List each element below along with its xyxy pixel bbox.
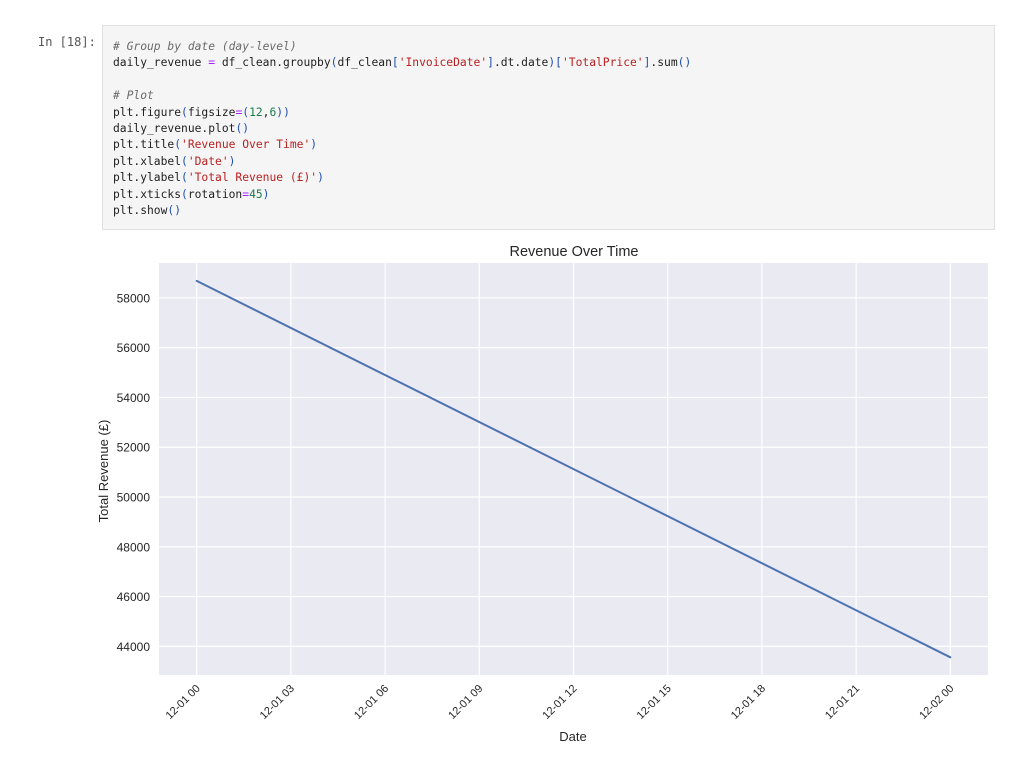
x-tick-label: 12-01 03 (258, 683, 297, 722)
code-token: () (235, 122, 249, 135)
code-token: ) (317, 171, 324, 184)
code-token: df_clean.groupby (215, 56, 331, 69)
code-token: plt.show (113, 204, 167, 217)
line-chart: 44000 46000 48000 50000 52000 54000 56000 58000… (0, 236, 1014, 765)
code-line: plt.ylabel('Total Revenue (£)') (113, 170, 691, 186)
code-token: .dt.date (494, 56, 548, 69)
code-token: ) (310, 138, 317, 151)
code-token: () (167, 204, 181, 217)
x-tick-label: 12-01 06 (352, 683, 391, 722)
code-token: )) (276, 106, 290, 119)
code-line: # Plot (113, 88, 691, 104)
code-token: # Group by date (day-level) (113, 40, 297, 53)
code-line: daily_revenue = df_clean.groupby(df_clea… (113, 55, 691, 71)
code-line: plt.xticks(rotation=45) (113, 187, 691, 203)
code-line: daily_revenue.plot() (113, 121, 691, 137)
y-tick-label: 50000 (117, 491, 151, 505)
x-tick-labels: 12-01 00 12-01 03 12-01 06 12-01 09 12-01 12… (164, 683, 957, 722)
x-tick-label: 12-01 18 (729, 683, 768, 722)
code-token: 'Revenue Over Time' (181, 138, 310, 151)
code-cell[interactable]: # Group by date (day-level) daily_revenue… (102, 25, 995, 230)
y-tick-labels: 44000 46000 48000 50000 52000 54000 56000 58000 (117, 291, 151, 654)
code-token: df_clean (337, 56, 391, 69)
code-token: 'Total Revenue (£)' (188, 171, 317, 184)
code-token: ] (487, 56, 494, 69)
code-token: = (208, 56, 215, 69)
code-token: ( (181, 171, 188, 184)
code-line: plt.xlabel('Date') (113, 154, 691, 170)
y-tick-label: 48000 (117, 540, 151, 554)
code-token: ( (174, 138, 181, 151)
code-token: plt.title (113, 138, 174, 151)
code-token: [ (392, 56, 399, 69)
code-line: # Group by date (day-level) (113, 39, 691, 55)
code-token: plt.xticks (113, 188, 181, 201)
x-axis-label: Date (559, 729, 586, 744)
code-line (113, 72, 691, 88)
code-line: plt.show() (113, 203, 691, 219)
code-token: 'InvoiceDate' (399, 56, 487, 69)
chart-output: 44000 46000 48000 50000 52000 54000 56000 58000… (0, 236, 1014, 765)
x-tick-label: 12-01 21 (823, 683, 862, 722)
cell-prompt: In [18]: (38, 35, 96, 49)
y-tick-label: 46000 (117, 590, 151, 604)
code-token: ) (263, 188, 270, 201)
code-token: plt.figure (113, 106, 181, 119)
code-token: [ (555, 56, 562, 69)
x-tick-label: 12-02 00 (917, 683, 956, 722)
code-editor[interactable]: # Group by date (day-level) daily_revenue… (113, 39, 691, 219)
y-tick-label: 52000 (117, 441, 151, 455)
code-token: figsize (188, 106, 236, 119)
code-token: plt.ylabel (113, 171, 181, 184)
code-token: daily_revenue.plot (113, 122, 235, 135)
code-token: ( (181, 188, 188, 201)
code-token: 'TotalPrice' (562, 56, 644, 69)
code-token: .sum (650, 56, 677, 69)
y-tick-label: 54000 (117, 391, 151, 405)
code-token: # Plot (113, 89, 154, 102)
code-token: ( (181, 155, 188, 168)
y-tick-label: 44000 (117, 640, 151, 654)
code-token: ) (229, 155, 236, 168)
code-token: ( (181, 106, 188, 119)
code-token: rotation (188, 188, 242, 201)
y-tick-label: 58000 (117, 291, 151, 305)
code-token: () (678, 56, 692, 69)
code-token: 'Date' (188, 155, 229, 168)
chart-title: Revenue Over Time (510, 244, 639, 260)
code-token: daily_revenue (113, 56, 208, 69)
code-token: plt.xlabel (113, 155, 181, 168)
code-token: 45 (249, 188, 263, 201)
x-tick-label: 12-01 00 (164, 683, 203, 722)
y-tick-label: 56000 (117, 341, 151, 355)
code-line: plt.figure(figsize=(12,6)) (113, 105, 691, 121)
x-tick-label: 12-01 09 (446, 683, 485, 722)
y-axis-label: Total Revenue (£) (96, 420, 111, 523)
x-tick-label: 12-01 15 (635, 683, 674, 722)
x-tick-label: 12-01 12 (540, 683, 579, 722)
code-line: plt.title('Revenue Over Time') (113, 137, 691, 153)
code-token: 12 (249, 106, 263, 119)
